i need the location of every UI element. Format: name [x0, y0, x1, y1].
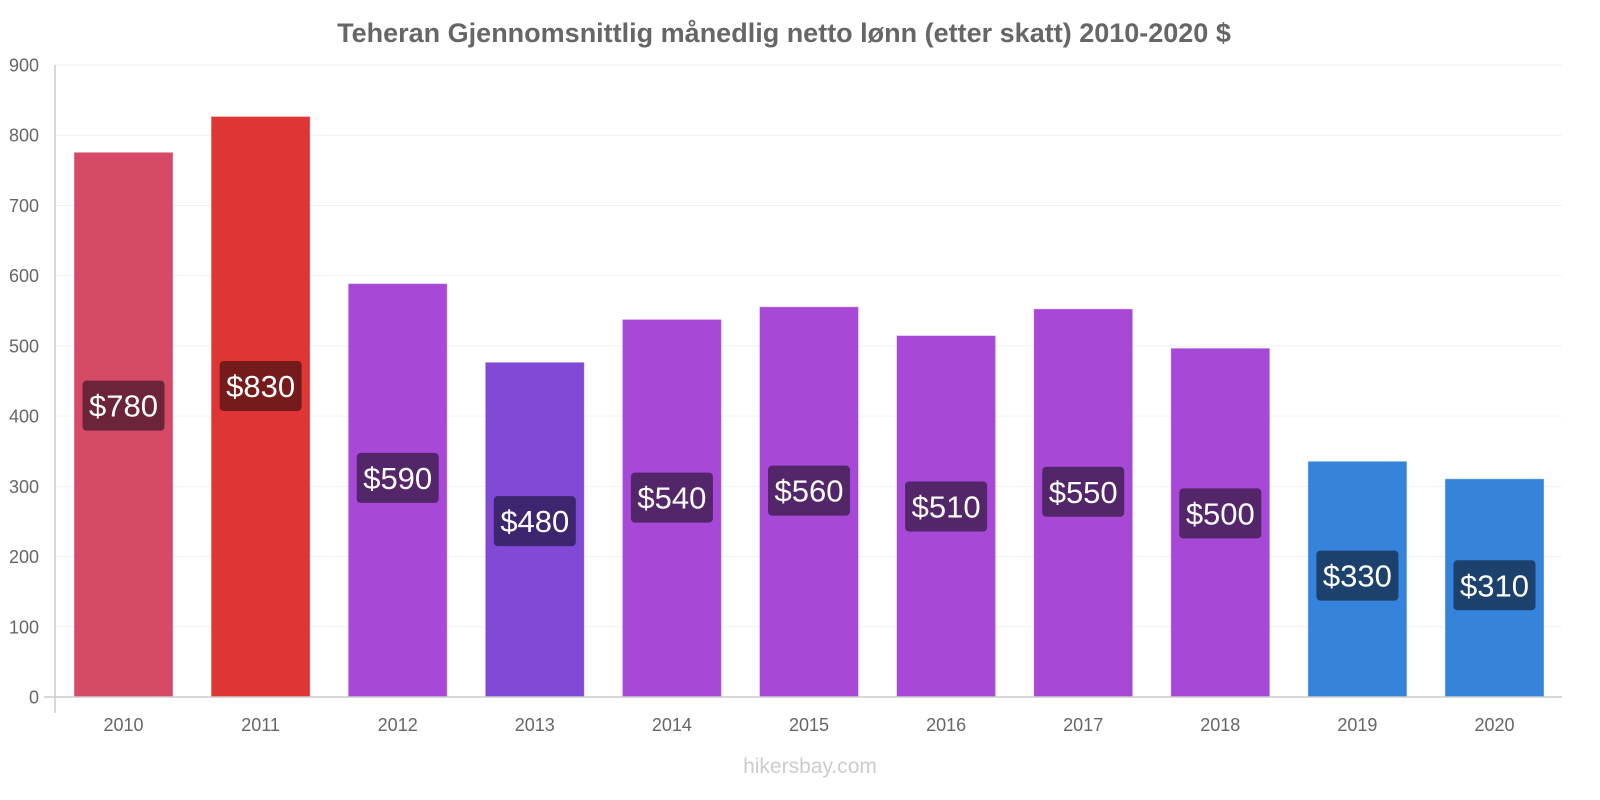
x-tick-label: 2018 — [1200, 715, 1240, 735]
data-label-background — [1042, 466, 1125, 517]
data-label-background — [82, 380, 165, 431]
data-label-text: $830 — [226, 369, 295, 404]
data-label-text: $550 — [1049, 475, 1118, 510]
x-axis-ticks: 2010 2011 2012 2013 2014 2015 2016 2017 2018 2019… — [103, 715, 1514, 735]
data-label-text: $310 — [1460, 568, 1529, 603]
data-label: $830 — [219, 360, 302, 411]
y-tick-label: 500 — [9, 336, 39, 356]
data-label-background — [905, 481, 988, 532]
data-label-text: $500 — [1186, 496, 1255, 531]
y-tick-label: 600 — [9, 266, 39, 286]
data-label-background — [219, 360, 302, 411]
data-label: $500 — [1179, 488, 1262, 539]
data-label-background — [1453, 560, 1536, 611]
watermark: hikersbay.com — [743, 755, 877, 778]
axes — [44, 65, 1562, 713]
data-label: $590 — [356, 452, 439, 503]
data-label: $780 — [82, 380, 165, 431]
data-label-text: $510 — [912, 489, 981, 524]
data-label-text: $780 — [89, 389, 158, 424]
y-tick-label: 700 — [9, 196, 39, 216]
y-tick-label: 400 — [9, 407, 39, 427]
data-labels: $780 $830 $590 $480 $540 $560 $510 $550 $500 $330… — [82, 360, 1536, 611]
y-tick-label: 800 — [9, 126, 39, 146]
x-tick-label: 2011 — [241, 715, 280, 735]
x-tick-label: 2015 — [789, 715, 829, 735]
data-label: $330 — [1316, 550, 1399, 601]
data-label-text: $480 — [500, 504, 569, 539]
x-tick-label: 2012 — [378, 715, 418, 735]
y-tick-label: 0 — [29, 688, 39, 708]
x-tick-label: 2019 — [1337, 715, 1377, 735]
data-label-text: $590 — [363, 461, 432, 496]
x-tick-label: 2010 — [103, 715, 143, 735]
data-label-background — [768, 465, 850, 516]
data-label-background — [1179, 488, 1262, 539]
data-label-background — [630, 472, 713, 523]
data-label: $510 — [905, 481, 988, 532]
data-label: $310 — [1453, 560, 1536, 611]
data-label: $560 — [768, 465, 850, 516]
data-label: $550 — [1042, 466, 1125, 517]
x-tick-label: 2017 — [1063, 715, 1103, 735]
x-tick-label: 2013 — [515, 715, 555, 735]
y-tick-label: 300 — [9, 477, 39, 497]
data-label-background — [356, 452, 439, 503]
data-label: $540 — [630, 472, 713, 523]
y-axis-ticks: 0 100 200 300 400 500 600 700 800 900 — [9, 56, 39, 708]
y-tick-label: 900 — [9, 56, 39, 76]
data-label-background — [493, 496, 576, 547]
data-label: $480 — [493, 496, 576, 547]
data-label-text: $560 — [775, 474, 844, 509]
x-tick-label: 2020 — [1474, 715, 1514, 735]
x-tick-label: 2014 — [652, 715, 692, 735]
y-tick-label: 200 — [9, 547, 39, 567]
x-tick-label: 2016 — [926, 715, 966, 735]
chart-title: Teheran Gjennomsnittlig månedlig netto l… — [337, 18, 1231, 48]
data-label-background — [1316, 550, 1399, 601]
y-tick-label: 100 — [9, 617, 39, 637]
data-label-text: $330 — [1323, 559, 1392, 594]
data-label-text: $540 — [637, 481, 706, 516]
